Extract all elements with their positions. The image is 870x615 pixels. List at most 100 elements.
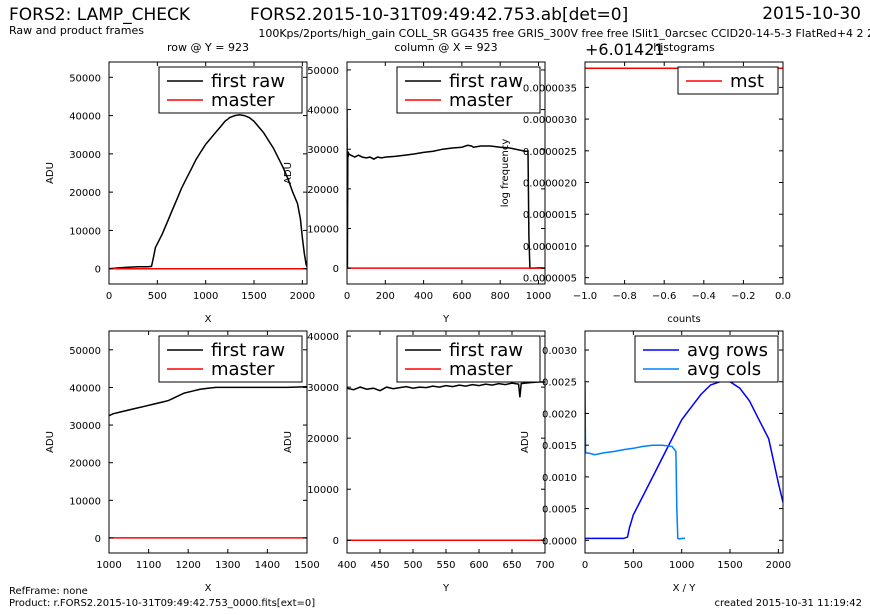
legend-label-hist-0: mst	[730, 71, 764, 92]
refframe-label: RefFrame: none	[9, 586, 88, 597]
y-tick-label-col_full-4: 40000	[307, 106, 339, 117]
x-axis-label-col_full: Y	[442, 314, 450, 325]
series-line-row_full-0	[109, 114, 307, 270]
plot-frame-hist	[584, 61, 784, 285]
y-tick-label-col_zoom-0: 0	[333, 536, 339, 547]
legend-label-col_full-1: master	[449, 90, 513, 111]
x-tick-label-row_zoom-3: 1300	[215, 560, 240, 571]
y-tick-label-row_full-3: 30000	[69, 150, 101, 161]
x-tick-label-avg-1: 500	[624, 560, 643, 571]
legend-box-col_full	[396, 66, 541, 114]
x-tick-label-col_full-1: 200	[376, 291, 395, 302]
series-line-avg-0	[585, 380, 783, 540]
legend-label-row_full-1: master	[211, 90, 275, 111]
x-tick-label-row_zoom-4: 1400	[255, 560, 280, 571]
y-tick-label-col_full-2: 20000	[307, 185, 339, 196]
y-tick-label-col_full-1: 10000	[307, 225, 339, 236]
window-title: FORS2: LAMP_CHECK	[9, 5, 191, 25]
y-axis-label-col_full: ADU	[283, 162, 294, 184]
x-tick-label-col_zoom-5: 650	[502, 560, 521, 571]
plot-frame-avg	[584, 330, 784, 554]
y-tick-label-avg-1: 0.0005	[542, 505, 577, 516]
chart-title-hist: histograms	[653, 41, 715, 54]
y-tick-label-col_full-0: 0	[333, 264, 339, 275]
x-tick-label-col_full-0: 0	[344, 291, 350, 302]
y-axis-label-avg: ADU	[520, 431, 531, 453]
x-axis-label-avg: X / Y	[673, 583, 697, 594]
y-tick-label-hist-3: 0.0000020	[523, 179, 577, 190]
legend-label-col_full-0: first raw	[449, 71, 523, 92]
x-tick-label-avg-2: 1000	[669, 560, 694, 571]
x-tick-label-row_zoom-5: 1500	[294, 560, 319, 571]
x-tick-label-row_zoom-0: 1000	[96, 560, 121, 571]
y-tick-label-row_zoom-4: 40000	[69, 383, 101, 394]
plot-frame-row_zoom	[108, 330, 308, 554]
x-tick-label-row_full-4: 2000	[290, 291, 315, 302]
series-line-col_full-0	[347, 109, 545, 269]
y-tick-label-col_zoom-1: 10000	[307, 485, 339, 496]
x-tick-label-avg-0: 0	[582, 560, 588, 571]
y-tick-label-row_full-5: 50000	[69, 73, 101, 84]
plot-frame-row_full	[108, 61, 308, 285]
x-axis-label-hist: counts	[667, 314, 700, 325]
legend-box-row_zoom	[158, 335, 303, 383]
y-tick-label-col_zoom-3: 30000	[307, 383, 339, 394]
legend-box-row_full	[158, 66, 303, 114]
y-tick-label-avg-3: 0.0015	[542, 441, 577, 452]
x-axis-label-col_zoom: Y	[442, 583, 450, 594]
y-axis-label-hist: log frequency	[500, 139, 511, 208]
y-tick-label-row_full-2: 20000	[69, 188, 101, 199]
x-tick-label-col_zoom-4: 600	[469, 560, 488, 571]
x-axis-label-row_full: X	[205, 314, 212, 325]
legend-label-row_zoom-0: first raw	[211, 340, 285, 361]
offset-label-hist: +6.01421	[585, 40, 665, 59]
y-tick-label-row_full-0: 0	[95, 265, 101, 276]
legend-label-col_zoom-1: master	[449, 359, 513, 380]
legend-label-col_zoom-0: first raw	[449, 340, 523, 361]
y-tick-label-col_zoom-4: 40000	[307, 332, 339, 343]
y-tick-label-avg-4: 0.0020	[542, 409, 577, 420]
legend-box-col_zoom	[396, 335, 541, 383]
y-tick-label-avg-5: 0.0025	[542, 378, 577, 389]
x-tick-label-row_zoom-1: 1100	[136, 560, 161, 571]
legend-box-hist	[677, 66, 779, 95]
y-tick-label-row_zoom-3: 30000	[69, 421, 101, 432]
file-title: FORS2.2015-10-31T09:49:42.753.ab[det=0]	[250, 5, 629, 25]
y-tick-label-row_zoom-5: 50000	[69, 346, 101, 357]
date-label: 2015-10-30	[762, 4, 861, 24]
y-tick-label-avg-6: 0.0030	[542, 346, 577, 357]
chart-title-col_full: column @ X = 923	[394, 41, 497, 54]
x-tick-label-col_full-2: 400	[414, 291, 433, 302]
chart-title-row_full: row @ Y = 923	[167, 41, 249, 54]
y-tick-label-hist-2: 0.0000015	[523, 210, 577, 221]
x-tick-label-hist-5: 0.0	[775, 291, 791, 302]
y-tick-label-avg-2: 0.0010	[542, 473, 577, 484]
x-tick-label-col_full-3: 600	[452, 291, 471, 302]
x-tick-label-col_zoom-6: 700	[535, 560, 554, 571]
x-tick-label-row_full-1: 500	[148, 291, 167, 302]
y-tick-label-row_full-4: 40000	[69, 112, 101, 123]
y-tick-label-row_zoom-1: 10000	[69, 496, 101, 507]
y-tick-label-hist-1: 0.0000010	[523, 242, 577, 253]
y-axis-label-row_full: ADU	[45, 162, 56, 184]
x-tick-label-row_full-3: 1500	[241, 291, 266, 302]
x-tick-label-row_full-2: 1000	[193, 291, 218, 302]
y-tick-label-col_full-3: 30000	[307, 145, 339, 156]
x-tick-label-col_zoom-0: 400	[337, 560, 356, 571]
x-tick-label-hist-2: −0.6	[652, 291, 676, 302]
x-tick-label-avg-4: 2000	[766, 560, 791, 571]
y-axis-label-col_zoom: ADU	[283, 431, 294, 453]
x-tick-label-row_zoom-2: 1200	[175, 560, 200, 571]
x-tick-label-col_zoom-1: 450	[370, 560, 389, 571]
x-tick-label-col_zoom-3: 550	[436, 560, 455, 571]
y-tick-label-hist-6: 0.0000035	[523, 83, 577, 94]
y-tick-label-col_zoom-2: 20000	[307, 434, 339, 445]
y-tick-label-col_full-5: 50000	[307, 66, 339, 77]
x-tick-label-row_full-0: 0	[106, 291, 112, 302]
legend-label-row_zoom-1: master	[211, 359, 275, 380]
legend-label-avg-1: avg cols	[687, 359, 761, 380]
y-tick-label-hist-4: 0.0000025	[523, 147, 577, 158]
y-axis-label-row_zoom: ADU	[45, 431, 56, 453]
series-line-row_zoom-0	[109, 385, 307, 417]
